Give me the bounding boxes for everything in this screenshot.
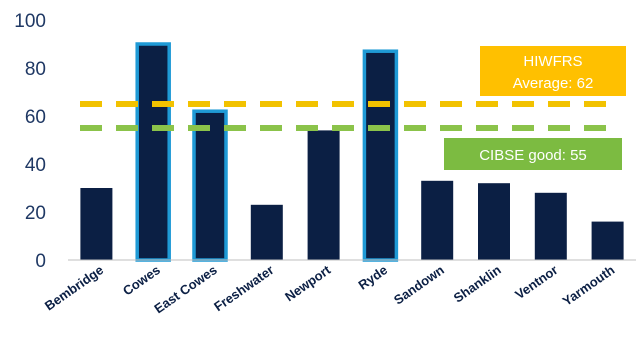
category-label-ryde: Ryde xyxy=(355,262,390,293)
bar-ventnor xyxy=(534,192,567,260)
bar-freshwater xyxy=(250,204,283,260)
category-label-cowes: Cowes xyxy=(120,262,163,298)
y-tick-label-100: 100 xyxy=(14,11,46,32)
bars xyxy=(80,42,624,262)
cibse-good-label: CIBSE good: 55 xyxy=(479,147,587,164)
category-label-east-cowes: East Cowes xyxy=(151,262,219,316)
hiwfrs-average-box xyxy=(480,46,626,96)
y-tick-label-40: 40 xyxy=(25,155,46,176)
y-tick-label-20: 20 xyxy=(25,203,46,224)
y-tick-label-80: 80 xyxy=(25,59,46,80)
bar-shanklin xyxy=(478,183,510,260)
reference-lines xyxy=(80,101,618,131)
bar-sandown xyxy=(421,180,454,260)
hiwfrs-average-label: Average: 62 xyxy=(513,75,594,92)
bar-cowes xyxy=(135,42,171,262)
bar-newport xyxy=(307,130,340,260)
category-label-freshwater: Freshwater xyxy=(211,262,276,314)
category-label-sandown: Sandown xyxy=(391,262,447,307)
category-label-shanklin: Shanklin xyxy=(451,262,504,305)
category-label-bembridge: Bembridge xyxy=(42,262,106,313)
annotations: HIWFRS Average: 62 CIBSE good: 55 xyxy=(444,46,626,170)
cibse-good-box xyxy=(444,138,622,170)
y-tick-label-0: 0 xyxy=(35,251,46,272)
category-label-yarmouth: Yarmouth xyxy=(560,262,618,309)
bar-bembridge xyxy=(80,188,113,260)
category-label-newport: Newport xyxy=(282,262,334,304)
bar-ryde xyxy=(362,49,399,262)
bar-yarmouth xyxy=(591,221,624,260)
bar-east-cowes xyxy=(192,109,228,262)
category-label-ventnor: Ventnor xyxy=(512,262,560,302)
y-axis-ticks: 0 20 40 60 80 100 xyxy=(14,11,46,272)
y-tick-label-60: 60 xyxy=(25,107,46,128)
hiwfrs-label: HIWFRS xyxy=(523,53,582,70)
